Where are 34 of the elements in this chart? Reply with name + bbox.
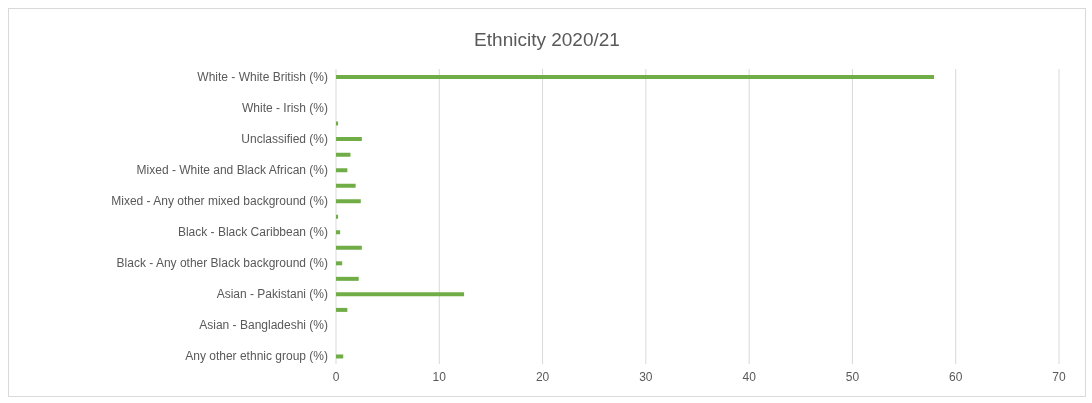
- y-tick-label: White - White British (%): [197, 70, 328, 85]
- y-tick-label: Asian - Bangladeshi (%): [199, 318, 328, 333]
- y-tick-label: White - Irish (%): [241, 101, 328, 116]
- bar: [336, 354, 344, 359]
- bar: [336, 230, 341, 235]
- chart-title: Ethnicity 2020/21: [473, 28, 621, 52]
- x-tick-label: 10: [432, 369, 447, 384]
- bar: [336, 121, 339, 126]
- bar: [336, 292, 465, 297]
- x-tick-label: 0: [332, 369, 340, 384]
- bar: [336, 276, 359, 281]
- y-tick-label: Black - Black Caribbean (%): [177, 225, 328, 240]
- x-tick-label: 60: [949, 369, 963, 384]
- x-tick-label: 20: [535, 369, 550, 384]
- x-tick-label: 50: [845, 369, 860, 384]
- bar: [336, 214, 339, 219]
- x-tick-label: 30: [639, 369, 653, 384]
- x-tick-label: 40: [742, 369, 757, 384]
- y-tick-label: Any other ethnic group (%): [185, 349, 328, 364]
- bar: [336, 261, 343, 266]
- bar: [336, 307, 348, 312]
- bar: [336, 152, 351, 157]
- bar: [336, 199, 361, 204]
- y-tick-label: Unclassified (%): [241, 132, 328, 147]
- bar: [336, 183, 356, 188]
- y-tick-label: Black - Any other Black background (%): [116, 256, 328, 271]
- x-tick-label: 70: [1052, 369, 1066, 384]
- bar: [336, 168, 348, 173]
- bar: [336, 75, 935, 79]
- y-tick-label: Mixed - White and Black African (%): [136, 163, 328, 178]
- y-tick-label: Mixed - Any other mixed background (%): [111, 194, 328, 209]
- y-tick-label: Asian - Pakistani (%): [216, 287, 328, 302]
- bar: [336, 137, 362, 142]
- bar: [336, 245, 362, 250]
